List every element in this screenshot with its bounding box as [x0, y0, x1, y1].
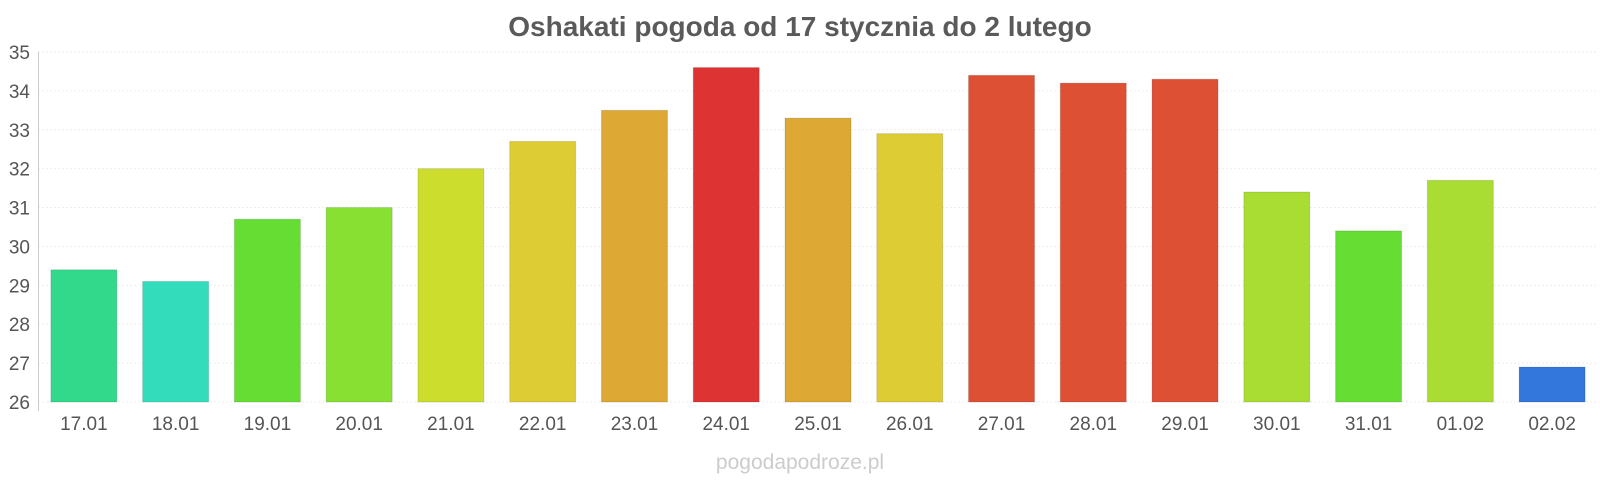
bar-22.01 — [509, 140, 577, 403]
bar-01.02 — [1426, 179, 1494, 403]
y-tick-label: 29 — [9, 276, 30, 297]
y-axis-ticks: 26 27 28 29 30 31 32 33 34 35 — [9, 43, 31, 414]
y-tick-label: 27 — [9, 354, 30, 375]
bar-20.01 — [325, 207, 393, 403]
x-tick-label: 27.01 — [978, 414, 1026, 435]
x-tick-label: 31.01 — [1345, 414, 1393, 435]
bar-17.01 — [50, 269, 118, 403]
y-tick-label: 33 — [9, 121, 30, 142]
bar-02.02 — [1518, 366, 1586, 403]
x-tick-label: 21.01 — [427, 414, 475, 435]
x-tick-label: 26.01 — [886, 414, 934, 435]
x-tick-label: 17.01 — [60, 414, 108, 435]
y-tick-label: 31 — [9, 199, 30, 220]
y-tick-label: 30 — [9, 237, 30, 258]
bar-31.01 — [1335, 230, 1403, 403]
x-tick-label: 19.01 — [244, 414, 292, 435]
bar-18.01 — [142, 280, 210, 403]
bar-29.01 — [1151, 78, 1219, 403]
bar-21.01 — [417, 168, 485, 403]
x-tick-label: 22.01 — [519, 414, 567, 435]
bar-19.01 — [233, 218, 301, 403]
x-tick-label: 24.01 — [702, 414, 750, 435]
x-tick-label: 28.01 — [1070, 414, 1118, 435]
x-tick-label: 25.01 — [794, 414, 842, 435]
x-tick-label: 23.01 — [611, 414, 659, 435]
y-tick-label: 26 — [9, 393, 30, 414]
bar-23.01 — [600, 109, 668, 403]
y-tick-label: 35 — [9, 43, 30, 64]
bar-28.01 — [1059, 82, 1127, 403]
y-tick-label: 28 — [9, 315, 30, 336]
x-axis-ticks: 17.01 18.01 19.01 20.01 21.01 22.01 23.01 24.01… — [60, 414, 1576, 435]
x-tick-label: 20.01 — [335, 414, 383, 435]
bar-26.01 — [876, 133, 944, 403]
bars — [50, 67, 1586, 403]
x-tick-label: 01.02 — [1437, 414, 1485, 435]
x-tick-label: 18.01 — [152, 414, 200, 435]
y-tick-label: 34 — [9, 82, 31, 103]
site-credit[interactable]: pogodapodroze.pl — [716, 451, 884, 474]
x-tick-label: 02.02 — [1528, 414, 1576, 435]
chart-title: Oshakati pogoda od 17 stycznia do 2 lute… — [508, 11, 1091, 42]
bar-30.01 — [1243, 191, 1311, 403]
y-tick-label: 32 — [9, 160, 30, 181]
bar-24.01 — [692, 67, 760, 403]
x-tick-label: 29.01 — [1161, 414, 1209, 435]
x-tick-label: 30.01 — [1253, 414, 1301, 435]
bar-27.01 — [968, 74, 1036, 403]
bar-25.01 — [784, 117, 852, 403]
